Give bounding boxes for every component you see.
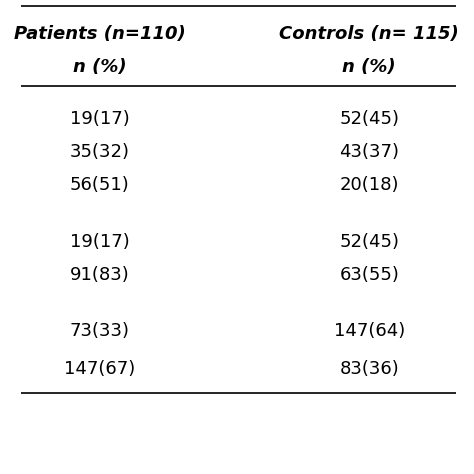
Text: n (%): n (%): [342, 58, 396, 76]
Text: 52(45): 52(45): [339, 233, 399, 251]
Text: 63(55): 63(55): [339, 266, 399, 284]
Text: 35(32): 35(32): [70, 143, 129, 161]
Text: 73(33): 73(33): [70, 322, 129, 340]
Text: 43(37): 43(37): [339, 143, 399, 161]
Text: 52(45): 52(45): [339, 110, 399, 128]
Text: 19(17): 19(17): [70, 110, 129, 128]
Text: 83(36): 83(36): [339, 360, 399, 378]
Text: 19(17): 19(17): [70, 233, 129, 251]
Text: 147(67): 147(67): [64, 360, 135, 378]
Text: 91(83): 91(83): [70, 266, 129, 284]
Text: 147(64): 147(64): [334, 322, 405, 340]
Text: Patients (n=110): Patients (n=110): [14, 26, 185, 44]
Text: n (%): n (%): [73, 58, 126, 76]
Text: 56(51): 56(51): [70, 176, 129, 194]
Text: 20(18): 20(18): [339, 176, 399, 194]
Text: Controls (n= 115): Controls (n= 115): [279, 26, 459, 44]
